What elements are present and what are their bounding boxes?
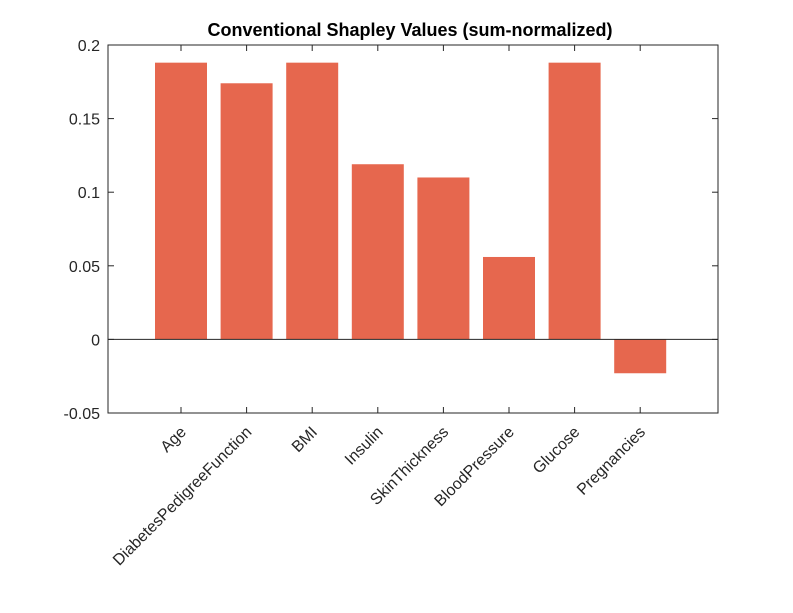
bar-insulin [351, 164, 404, 340]
bar-age [155, 62, 207, 340]
y-tick-label: -0.05 [64, 406, 101, 423]
bar-pregnancies [614, 339, 667, 374]
y-tick-label: 0.15 [69, 112, 100, 129]
y-tick-label: 0 [91, 332, 100, 349]
plot-area-box [107, 44, 719, 414]
x-tick-label: Glucose [530, 424, 584, 478]
y-tick-label: 0.1 [78, 185, 100, 202]
bar-glucose [548, 62, 601, 340]
y-tick-label: 0.2 [78, 38, 100, 55]
x-tick-label: Pregnancies [574, 424, 649, 499]
y-axis-ticks: -0.05 0 0.05 0.1 0.15 0.2 [64, 38, 718, 423]
chart-title: Conventional Shapley Values (sum-normali… [207, 20, 612, 40]
x-tick-label: DiabetesPedigreeFunction [110, 424, 255, 569]
bar-bmi [286, 62, 339, 340]
bar-skinthickness [417, 177, 470, 340]
y-tick-label: 0.05 [69, 259, 100, 276]
x-tick-label: Insulin [342, 424, 387, 469]
x-tick-label: Age [158, 424, 190, 456]
bar-diabetespedigreefunction [220, 83, 273, 340]
bar-bloodpressure [483, 256, 535, 340]
x-tick-label: BMI [289, 424, 321, 456]
bars-group [155, 62, 667, 374]
